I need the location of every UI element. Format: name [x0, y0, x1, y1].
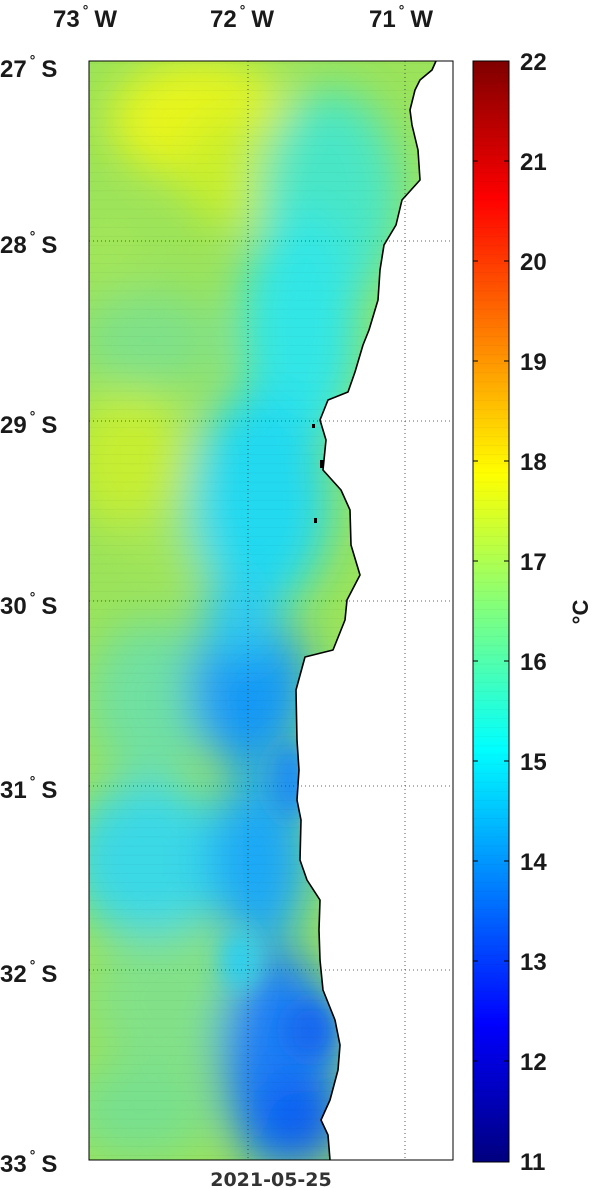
- svg-text:33°S: 33 ° S: [0, 1147, 57, 1178]
- latitude-labels: 27 ° S 28 ° S 29 ° S 30 ° S 31 ° S 32 ° S 33 ° S: [0, 52, 57, 1178]
- map-frame: [88, 60, 454, 1161]
- small-islands: [312, 424, 324, 523]
- lon-label-71: 71: [369, 6, 396, 33]
- colorbar-tick-labels: 22 21 20 19 18 17 16 15 14 13 12 11: [520, 49, 547, 1176]
- svg-text:29°S: 29 ° S: [0, 408, 57, 439]
- colorbar-tick-22: 22: [520, 49, 547, 76]
- date-label: 2021-05-25: [210, 1169, 332, 1188]
- svg-text:72°W: 72 ° W: [210, 2, 274, 33]
- colorbar: 22 21 20 19 18 17 16 15 14 13 12 11 °C: [472, 49, 593, 1176]
- lon-label-73: 73: [53, 6, 80, 33]
- colorbar-tick-17: 17: [520, 549, 547, 576]
- svg-text:31°S: 31 ° S: [0, 773, 57, 804]
- colorbar-tick-16: 16: [520, 649, 547, 676]
- colorbar-tick-19: 19: [520, 349, 547, 376]
- svg-text:28°S: 28 ° S: [0, 228, 57, 259]
- svg-text:73°W: 73 ° W: [53, 2, 117, 33]
- lat-label-31: 31: [0, 777, 27, 804]
- colorbar-ticks: [473, 160, 509, 1062]
- graticule: [89, 61, 453, 1160]
- colorbar-tick-21: 21: [520, 149, 547, 176]
- colorbar-tick-13: 13: [520, 949, 547, 976]
- lon-label-72: 72: [210, 6, 237, 33]
- svg-text:30°S: 30 ° S: [0, 589, 57, 620]
- colorbar-tick-20: 20: [520, 249, 547, 276]
- lat-label-28: 28: [0, 232, 27, 259]
- land-mask: [296, 61, 453, 1160]
- lat-label-29: 29: [0, 412, 27, 439]
- longitude-labels: 73 ° W 72 ° W 71 ° W: [53, 2, 433, 33]
- svg-text:32°S: 32 ° S: [0, 957, 57, 988]
- colorbar-tick-11: 11: [520, 1149, 545, 1176]
- colorbar-tick-18: 18: [520, 449, 547, 476]
- lat-label-30: 30: [0, 593, 27, 620]
- colorbar-unit-label: °C: [568, 600, 593, 625]
- colorbar-tick-15: 15: [520, 749, 547, 776]
- lat-label-27: 27: [0, 56, 27, 83]
- lat-label-33: 33: [0, 1151, 27, 1178]
- svg-text:27°S: 27 ° S: [0, 52, 57, 83]
- colorbar-tick-12: 12: [520, 1049, 547, 1076]
- lat-label-32: 32: [0, 961, 27, 988]
- colorbar-tick-14: 14: [520, 849, 547, 876]
- svg-text:71°W: 71 ° W: [369, 2, 433, 33]
